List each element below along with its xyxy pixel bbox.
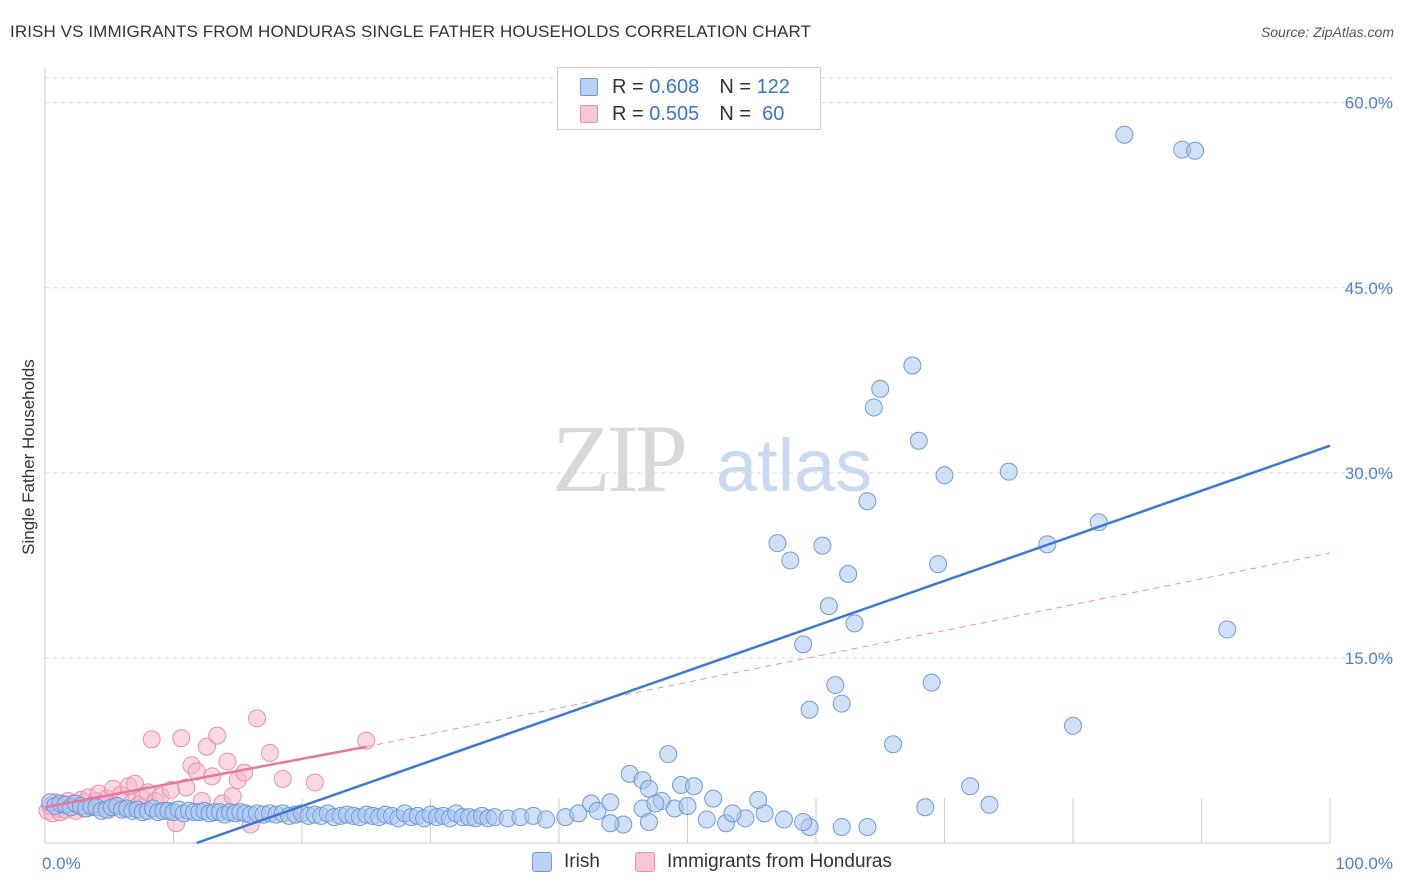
- legend-n-value: 122: [756, 75, 790, 98]
- data-point-honduras: [357, 731, 376, 750]
- data-point-irish: [723, 804, 742, 823]
- x-tick-label: 0.0%: [42, 854, 81, 873]
- data-point-irish: [1186, 141, 1205, 160]
- data-point-irish: [903, 356, 922, 375]
- legend-swatch-irish: [580, 78, 598, 96]
- data-point-irish: [813, 536, 832, 555]
- data-point-irish: [858, 492, 877, 511]
- data-point-honduras: [197, 737, 216, 756]
- data-point-irish: [909, 431, 928, 450]
- watermark-zip: ZIP: [552, 405, 685, 512]
- data-point-irish: [569, 804, 588, 823]
- data-point-irish: [916, 798, 935, 817]
- trend-line-honduras: [44, 745, 367, 809]
- y-tick-label: 45.0%: [1345, 279, 1393, 298]
- bottom-legend-swatch-irish: [532, 852, 552, 872]
- data-point-irish: [826, 676, 845, 695]
- data-point-irish: [839, 565, 858, 584]
- data-point-honduras: [125, 774, 144, 793]
- data-point-irish: [1218, 620, 1237, 639]
- bottom-legend-swatch-honduras: [635, 852, 655, 872]
- data-point-honduras: [248, 709, 267, 728]
- data-point-irish: [819, 597, 838, 616]
- bottom-legend-irish: Irish: [532, 851, 600, 873]
- bottom-legend-label-honduras: Immigrants from Honduras: [667, 851, 892, 872]
- data-point-irish: [864, 398, 883, 417]
- legend-n-label: N =: [719, 102, 757, 125]
- legend-row-honduras: R = 0.505 N = 60: [580, 102, 784, 126]
- data-point-irish: [588, 801, 607, 820]
- legend-r-value: 0.505: [649, 102, 700, 125]
- trend-line-irish: [196, 444, 1331, 845]
- trend-line-honduras-extended: [366, 552, 1331, 748]
- data-point-irish: [639, 779, 658, 798]
- legend-n-label: N =: [719, 75, 757, 98]
- legend-r-label: R =: [612, 102, 650, 125]
- data-point-irish: [935, 466, 954, 485]
- watermark-atlas: atlas: [716, 424, 872, 507]
- data-point-honduras: [172, 729, 191, 748]
- bottom-legend-honduras: Immigrants from Honduras: [635, 851, 892, 873]
- y-axis-label: Single Father Households: [19, 359, 38, 555]
- data-point-irish: [704, 789, 723, 808]
- data-point-irish: [999, 462, 1018, 481]
- data-point-irish: [1115, 125, 1134, 144]
- data-point-irish: [768, 534, 787, 553]
- data-point-irish: [832, 817, 851, 836]
- data-point-irish: [684, 777, 703, 796]
- legend-r-value: 0.608: [649, 75, 700, 98]
- data-point-irish: [929, 555, 948, 574]
- data-point-irish: [774, 810, 793, 829]
- y-tick-label: 15.0%: [1345, 649, 1393, 668]
- legend-n-value: 60: [756, 102, 785, 125]
- legend-row-irish: R = 0.608 N = 122: [580, 75, 790, 99]
- bottom-legend: Irish Immigrants from Honduras: [0, 851, 1406, 877]
- data-point-irish: [884, 735, 903, 754]
- data-point-honduras: [260, 743, 279, 762]
- legend: R = 0.608 N = 122 R = 0.505 N = 60: [557, 67, 821, 130]
- y-tick-label: 30.0%: [1345, 464, 1393, 483]
- data-point-honduras: [177, 778, 196, 797]
- data-point-honduras: [218, 752, 237, 771]
- data-point-irish: [639, 813, 658, 832]
- data-point-irish: [601, 793, 620, 812]
- data-point-irish: [800, 700, 819, 719]
- data-point-honduras: [142, 730, 161, 749]
- data-point-honduras: [208, 726, 227, 745]
- data-point-irish: [794, 813, 813, 832]
- data-point-irish: [871, 379, 890, 398]
- data-point-irish: [1064, 716, 1082, 735]
- legend-swatch-honduras: [580, 105, 598, 123]
- data-point-honduras: [235, 763, 254, 782]
- chart-title: IRISH VS IMMIGRANTS FROM HONDURAS SINGLE…: [10, 22, 812, 41]
- data-point-irish: [858, 817, 877, 836]
- source-credit: Source: ZipAtlas.com: [1260, 24, 1394, 40]
- legend-r-label: R =: [612, 75, 650, 98]
- data-point-irish: [646, 794, 665, 813]
- data-point-irish: [697, 810, 716, 829]
- data-point-irish: [781, 551, 800, 570]
- data-point-irish: [659, 745, 678, 764]
- data-point-honduras: [305, 773, 324, 792]
- data-point-irish: [794, 635, 813, 654]
- data-point-irish: [749, 790, 768, 809]
- y-tick-label: 60.0%: [1345, 94, 1393, 113]
- data-point-irish: [845, 614, 864, 633]
- data-point-honduras: [273, 769, 292, 788]
- data-point-irish: [537, 810, 556, 829]
- data-point-irish: [601, 814, 620, 833]
- data-point-honduras: [223, 787, 242, 806]
- x-tick-label: 100.0%: [1335, 854, 1393, 873]
- data-point-irish: [678, 796, 697, 815]
- data-point-irish: [832, 694, 851, 713]
- data-point-irish: [961, 777, 980, 796]
- data-point-irish: [980, 795, 999, 814]
- bottom-legend-label-irish: Irish: [564, 851, 600, 872]
- data-point-irish: [922, 673, 941, 692]
